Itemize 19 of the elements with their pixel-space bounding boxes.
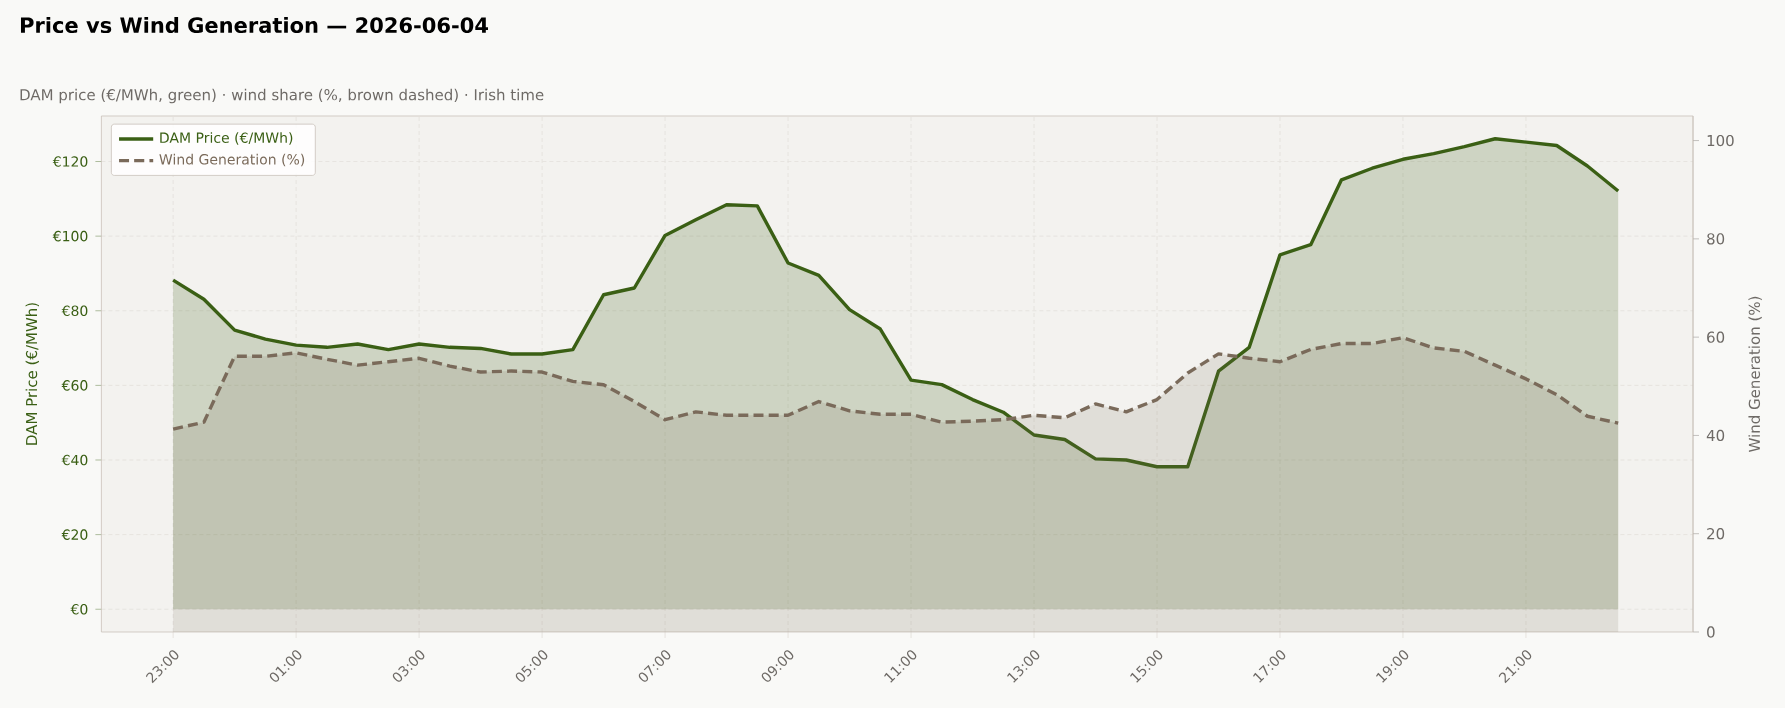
y2-tick-label: 100 [1707,134,1734,147]
y-tick-label: €100 [52,230,88,242]
y-tick-label: €40 [61,454,88,466]
y2-tick-label: 0 [1707,626,1715,638]
y-tick-label: €20 [61,529,88,540]
y2-tick-label: 80 [1707,233,1725,245]
y2-tick-label: 60 [1707,331,1725,343]
y-tick-label: €120 [52,156,88,167]
y2-tick-label: 40 [1706,429,1725,442]
y-tick-label: €60 [61,380,88,391]
legend-label: Wind Generation (%) [159,153,305,167]
y2-axis-title: Wind Generation (%) [1748,296,1762,452]
legend-label: DAM Price (€/MWh) [160,132,293,145]
y-tick-label: €80 [61,305,88,317]
chart-title: Price vs Wind Generation — 2026-06-04 [20,16,488,34]
y2-tick-label: 20 [1707,528,1725,540]
y-axis-title: DAM Price (€/MWh) [25,303,39,445]
y-tick-label: €0 [70,603,88,615]
chart-subtitle: DAM price (€/MWh, green) · wind share (%, brown dashed) · Irish time [20,88,544,104]
